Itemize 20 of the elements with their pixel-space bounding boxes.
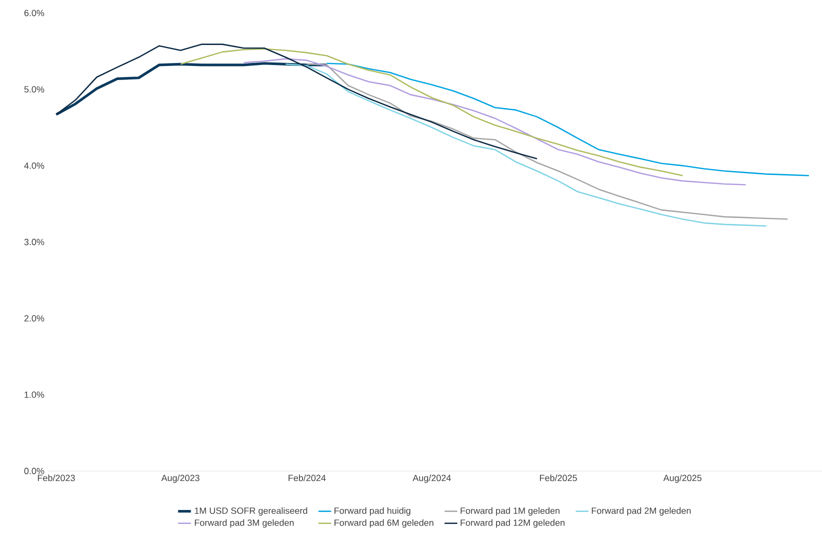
legend-label: Forward pad 1M geleden <box>460 507 560 516</box>
legend-label: Forward pad 6M geleden <box>334 519 434 528</box>
legend-label: Forward pad huidig <box>334 507 410 516</box>
legend-label: Forward pad 2M geleden <box>592 507 691 516</box>
legend-label: 1M USD SOFR gerealiseerd <box>194 507 308 516</box>
y-tick-label: 0.0% <box>24 468 44 474</box>
x-tick-label: Feb/2024 <box>288 474 326 482</box>
y-tick-label: 3.0% <box>24 238 44 246</box>
y-tick-label: 6.0% <box>24 10 44 16</box>
legend-label: Forward pad 12M geleden <box>460 519 564 528</box>
y-tick-label: 4.0% <box>24 162 44 169</box>
y-tick-label: 5.0% <box>24 86 44 93</box>
x-tick-label: Aug/2024 <box>412 474 451 483</box>
x-tick-label: Feb/2023 <box>38 474 75 482</box>
y-tick-label: 2.0% <box>24 315 44 322</box>
x-tick-label: Feb/2025 <box>540 474 577 482</box>
legend-label: Forward pad 3M geleden <box>194 519 294 528</box>
y-tick-label: 1.0% <box>24 391 44 398</box>
x-tick-label: Aug/2023 <box>161 474 200 483</box>
x-tick-label: Aug/2025 <box>663 474 702 483</box>
